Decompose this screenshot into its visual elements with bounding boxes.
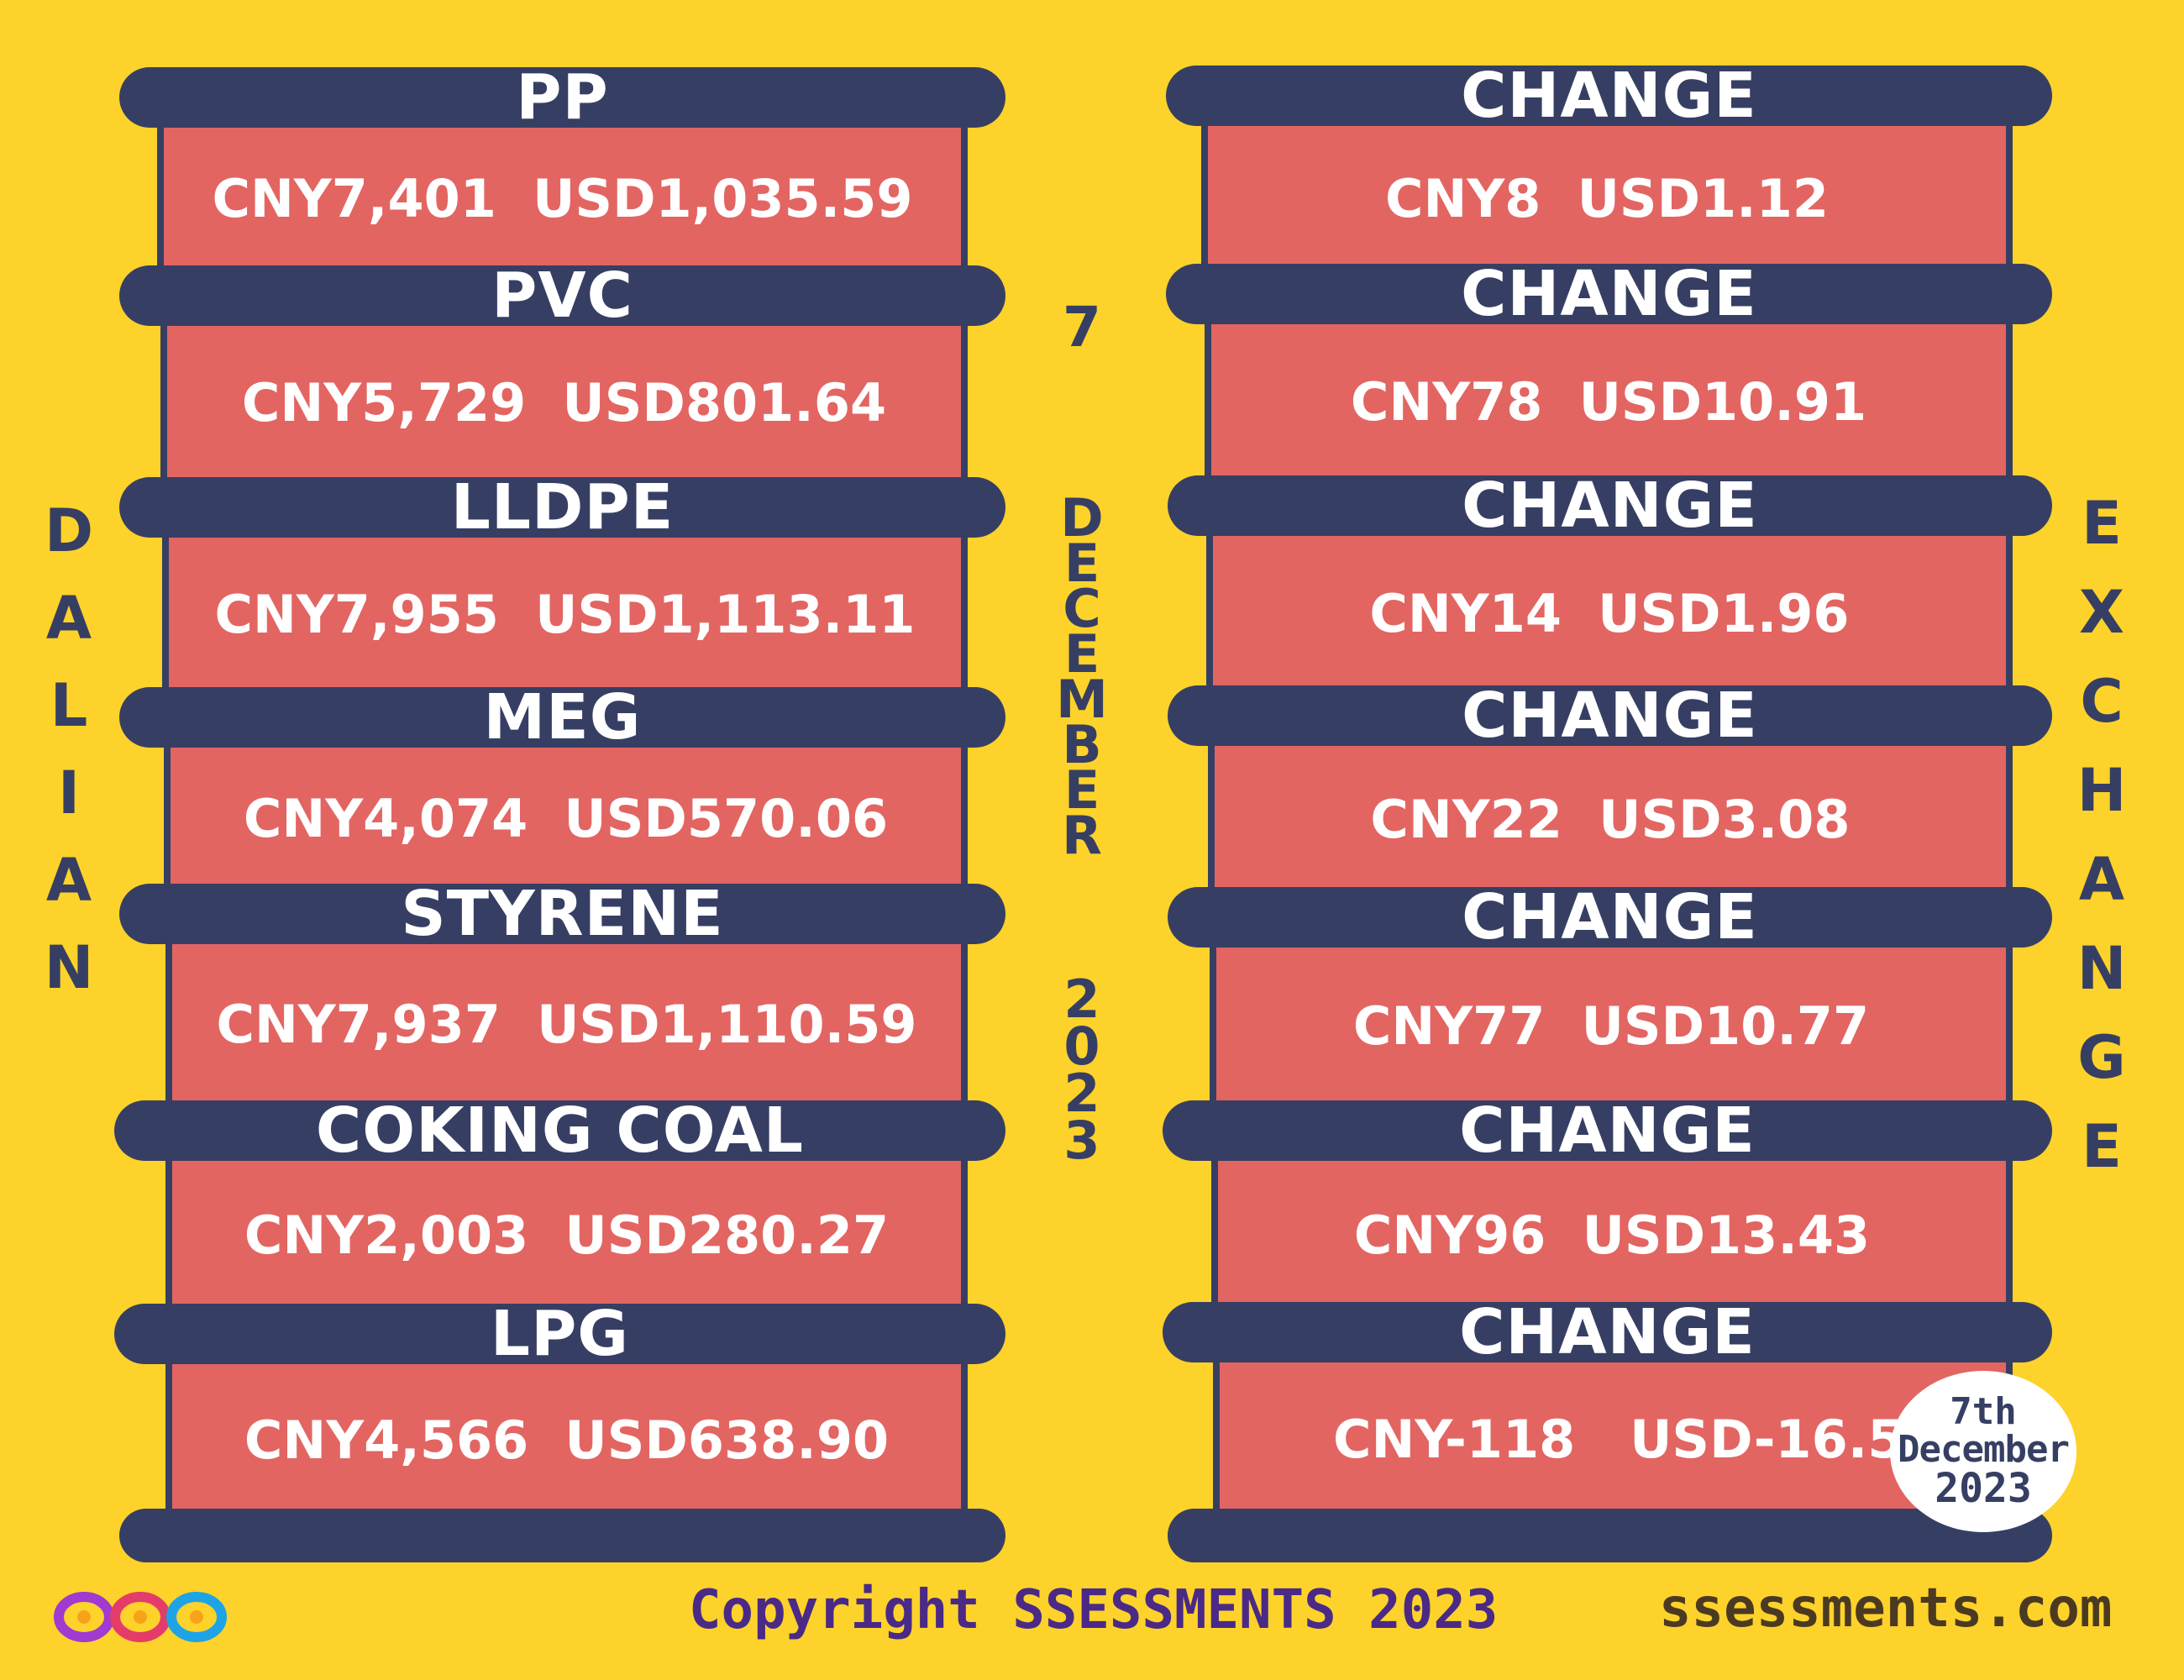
commodity-price: CNY4,074 USD570.06 [243,787,889,849]
copyright-text: Copyright SSESSMENTS 2023 [689,1579,1499,1641]
change-label-bar: CHANGE [1166,60,2052,132]
change-label: CHANGE [1461,60,1757,132]
change-value-panel: CNY78 USD10.91 [1205,324,2013,479]
left-letter: I [57,759,81,827]
right-letter: X [2079,578,2124,647]
change-label: CHANGE [1461,258,1757,330]
left-side-label: D A L I A N [44,487,94,1011]
commodity-name-bar: LLDPE [119,471,1005,543]
change-value-panel: CNY96 USD13.43 [1211,1161,2013,1309]
commodity-name: MEG [483,681,642,753]
change-value-panel: CNY14 USD1.96 [1206,536,2013,690]
commodity-price: CNY4,566 USD638.90 [244,1409,890,1471]
change-value: CNY8 USD1.12 [1384,167,1830,229]
change-value: CNY96 USD13.43 [1353,1204,1871,1266]
change-label-bar: CHANGE [1168,881,2052,953]
date-day: 7 [1063,295,1101,360]
month-letter: B [1062,714,1102,775]
right-letter: A [2078,845,2125,914]
month-letter: E [1063,759,1100,821]
commodity-name-bar: COKING COAL [114,1095,1005,1167]
change-value-panel: CNY8 USD1.12 [1201,126,2013,270]
left-letter: D [44,496,94,565]
month-letter: M [1056,669,1108,730]
commodity-name: STYRENE [401,878,724,950]
change-value: CNY22 USD3.08 [1370,788,1851,850]
commodity-price-panel: CNY7,937 USD1,110.59 [165,944,968,1104]
commodity-name: LLDPE [450,471,675,543]
change-value: CNY-118 USD-16.51 [1333,1408,1940,1470]
change-label-bar: CHANGE [1168,680,2052,752]
commodity-name-bar: STYRENE [119,878,1005,950]
year-digit: 2 [1063,969,1100,1030]
left-letter: A [45,846,92,915]
commodity-price-panel: CNY7,401 USD1,035.59 [157,128,968,269]
commodity-name-bar: PVC [119,260,1005,332]
date-year: 2 0 2 3 [1063,969,1100,1171]
commodity-name-bar: MEG [119,681,1005,753]
change-label: CHANGE [1462,680,1758,752]
commodity-price: CNY7,955 USD1,113.11 [214,583,916,645]
change-label: CHANGE [1459,1095,1756,1167]
center-date: 7 D E C E M B E R 2 0 2 3 [1056,290,1108,1171]
right-letter: G [2077,1023,2126,1092]
commodity-name: COKING COAL [315,1095,805,1167]
commodity-name-bar: PP [119,61,1005,134]
change-label: CHANGE [1459,1296,1756,1368]
year-digit: 2 [1063,1063,1100,1124]
commodity-price: CNY5,729 USD801.64 [241,371,887,433]
change-value-panel: CNY77 USD10.77 [1210,948,2013,1104]
date-badge-year: 2023 [1935,1465,2032,1513]
column-base-bar [119,1509,1005,1562]
infinity-loops-logo-icon [54,1592,227,1642]
year-digit: 3 [1063,1110,1100,1171]
date-month: D E C E M B E R [1056,487,1108,866]
right-letter: N [2076,934,2127,1003]
left-letter: L [50,671,88,740]
left-letter: N [44,933,94,1002]
commodity-price: CNY7,401 USD1,035.59 [212,167,913,229]
commodity-price-panel: CNY7,955 USD1,113.11 [162,538,968,690]
commodity-price-panel: CNY2,003 USD280.27 [165,1161,968,1309]
site-link[interactable]: ssessments.com [1659,1578,2113,1640]
month-letter: E [1063,623,1100,685]
right-letter: C [2080,667,2124,736]
change-label-bar: CHANGE [1168,470,2052,542]
commodity-name: PP [516,61,609,134]
month-letter: D [1060,487,1104,549]
date-badge-month: December [1898,1427,2070,1471]
column-base-bar [1168,1509,2052,1562]
change-value: CNY78 USD10.91 [1350,370,1867,433]
right-letter: H [2076,756,2127,825]
change-label: CHANGE [1462,470,1758,542]
right-letter: E [2082,489,2122,558]
change-label-bar: CHANGE [1163,1296,2052,1368]
change-label: CHANGE [1462,881,1758,953]
commodity-price: CNY7,937 USD1,110.59 [216,993,917,1055]
change-value: CNY77 USD10.77 [1352,995,1870,1057]
commodity-name: PVC [491,260,633,332]
change-label-bar: CHANGE [1166,258,2052,330]
commodity-name: LPG [490,1298,630,1370]
month-letter: E [1063,533,1100,594]
commodity-price-panel: CNY4,566 USD638.90 [165,1364,968,1515]
year-digit: 0 [1063,1016,1100,1077]
month-letter: C [1063,578,1101,639]
change-label-bar: CHANGE [1163,1095,2052,1167]
right-side-label: E X C H A N G E [2076,479,2127,1191]
commodity-price: CNY2,003 USD280.27 [244,1204,890,1266]
date-badge-day: 7th [1950,1389,2017,1433]
commodity-price-panel: CNY4,074 USD570.06 [164,748,968,889]
date-badge: 7th December 2023 [1890,1371,2076,1532]
commodity-price-panel: CNY5,729 USD801.64 [160,326,968,479]
month-letter: R [1062,805,1102,866]
commodity-name-bar: LPG [114,1298,1005,1370]
right-letter: E [2082,1112,2122,1181]
change-value-panel: CNY22 USD3.08 [1208,746,2013,892]
left-letter: A [45,584,92,653]
change-value: CNY14 USD1.96 [1369,582,1850,644]
